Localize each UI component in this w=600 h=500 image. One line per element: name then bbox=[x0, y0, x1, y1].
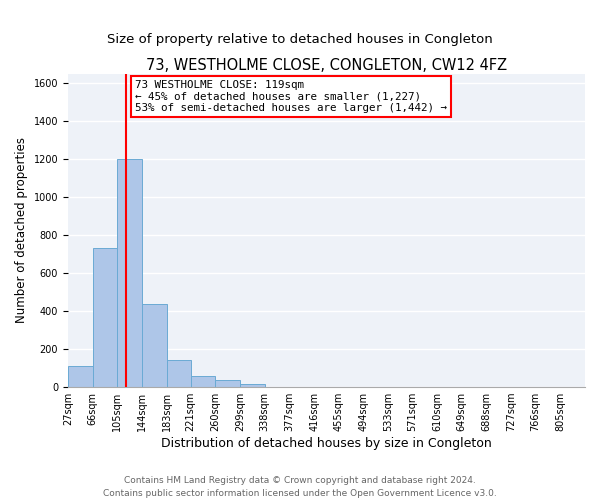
Text: 73 WESTHOLME CLOSE: 119sqm
← 45% of detached houses are smaller (1,227)
53% of s: 73 WESTHOLME CLOSE: 119sqm ← 45% of deta… bbox=[135, 80, 447, 113]
Bar bbox=[167, 360, 191, 387]
Title: 73, WESTHOLME CLOSE, CONGLETON, CW12 4FZ: 73, WESTHOLME CLOSE, CONGLETON, CW12 4FZ bbox=[146, 58, 507, 72]
Bar bbox=[240, 384, 265, 387]
Y-axis label: Number of detached properties: Number of detached properties bbox=[15, 138, 28, 324]
Text: Contains HM Land Registry data © Crown copyright and database right 2024.
Contai: Contains HM Land Registry data © Crown c… bbox=[103, 476, 497, 498]
Bar bbox=[117, 159, 142, 387]
Bar bbox=[92, 248, 117, 387]
Text: Size of property relative to detached houses in Congleton: Size of property relative to detached ho… bbox=[107, 32, 493, 46]
Bar bbox=[215, 380, 240, 387]
Bar bbox=[68, 366, 92, 387]
X-axis label: Distribution of detached houses by size in Congleton: Distribution of detached houses by size … bbox=[161, 437, 492, 450]
Bar bbox=[191, 376, 215, 387]
Bar bbox=[142, 304, 167, 387]
